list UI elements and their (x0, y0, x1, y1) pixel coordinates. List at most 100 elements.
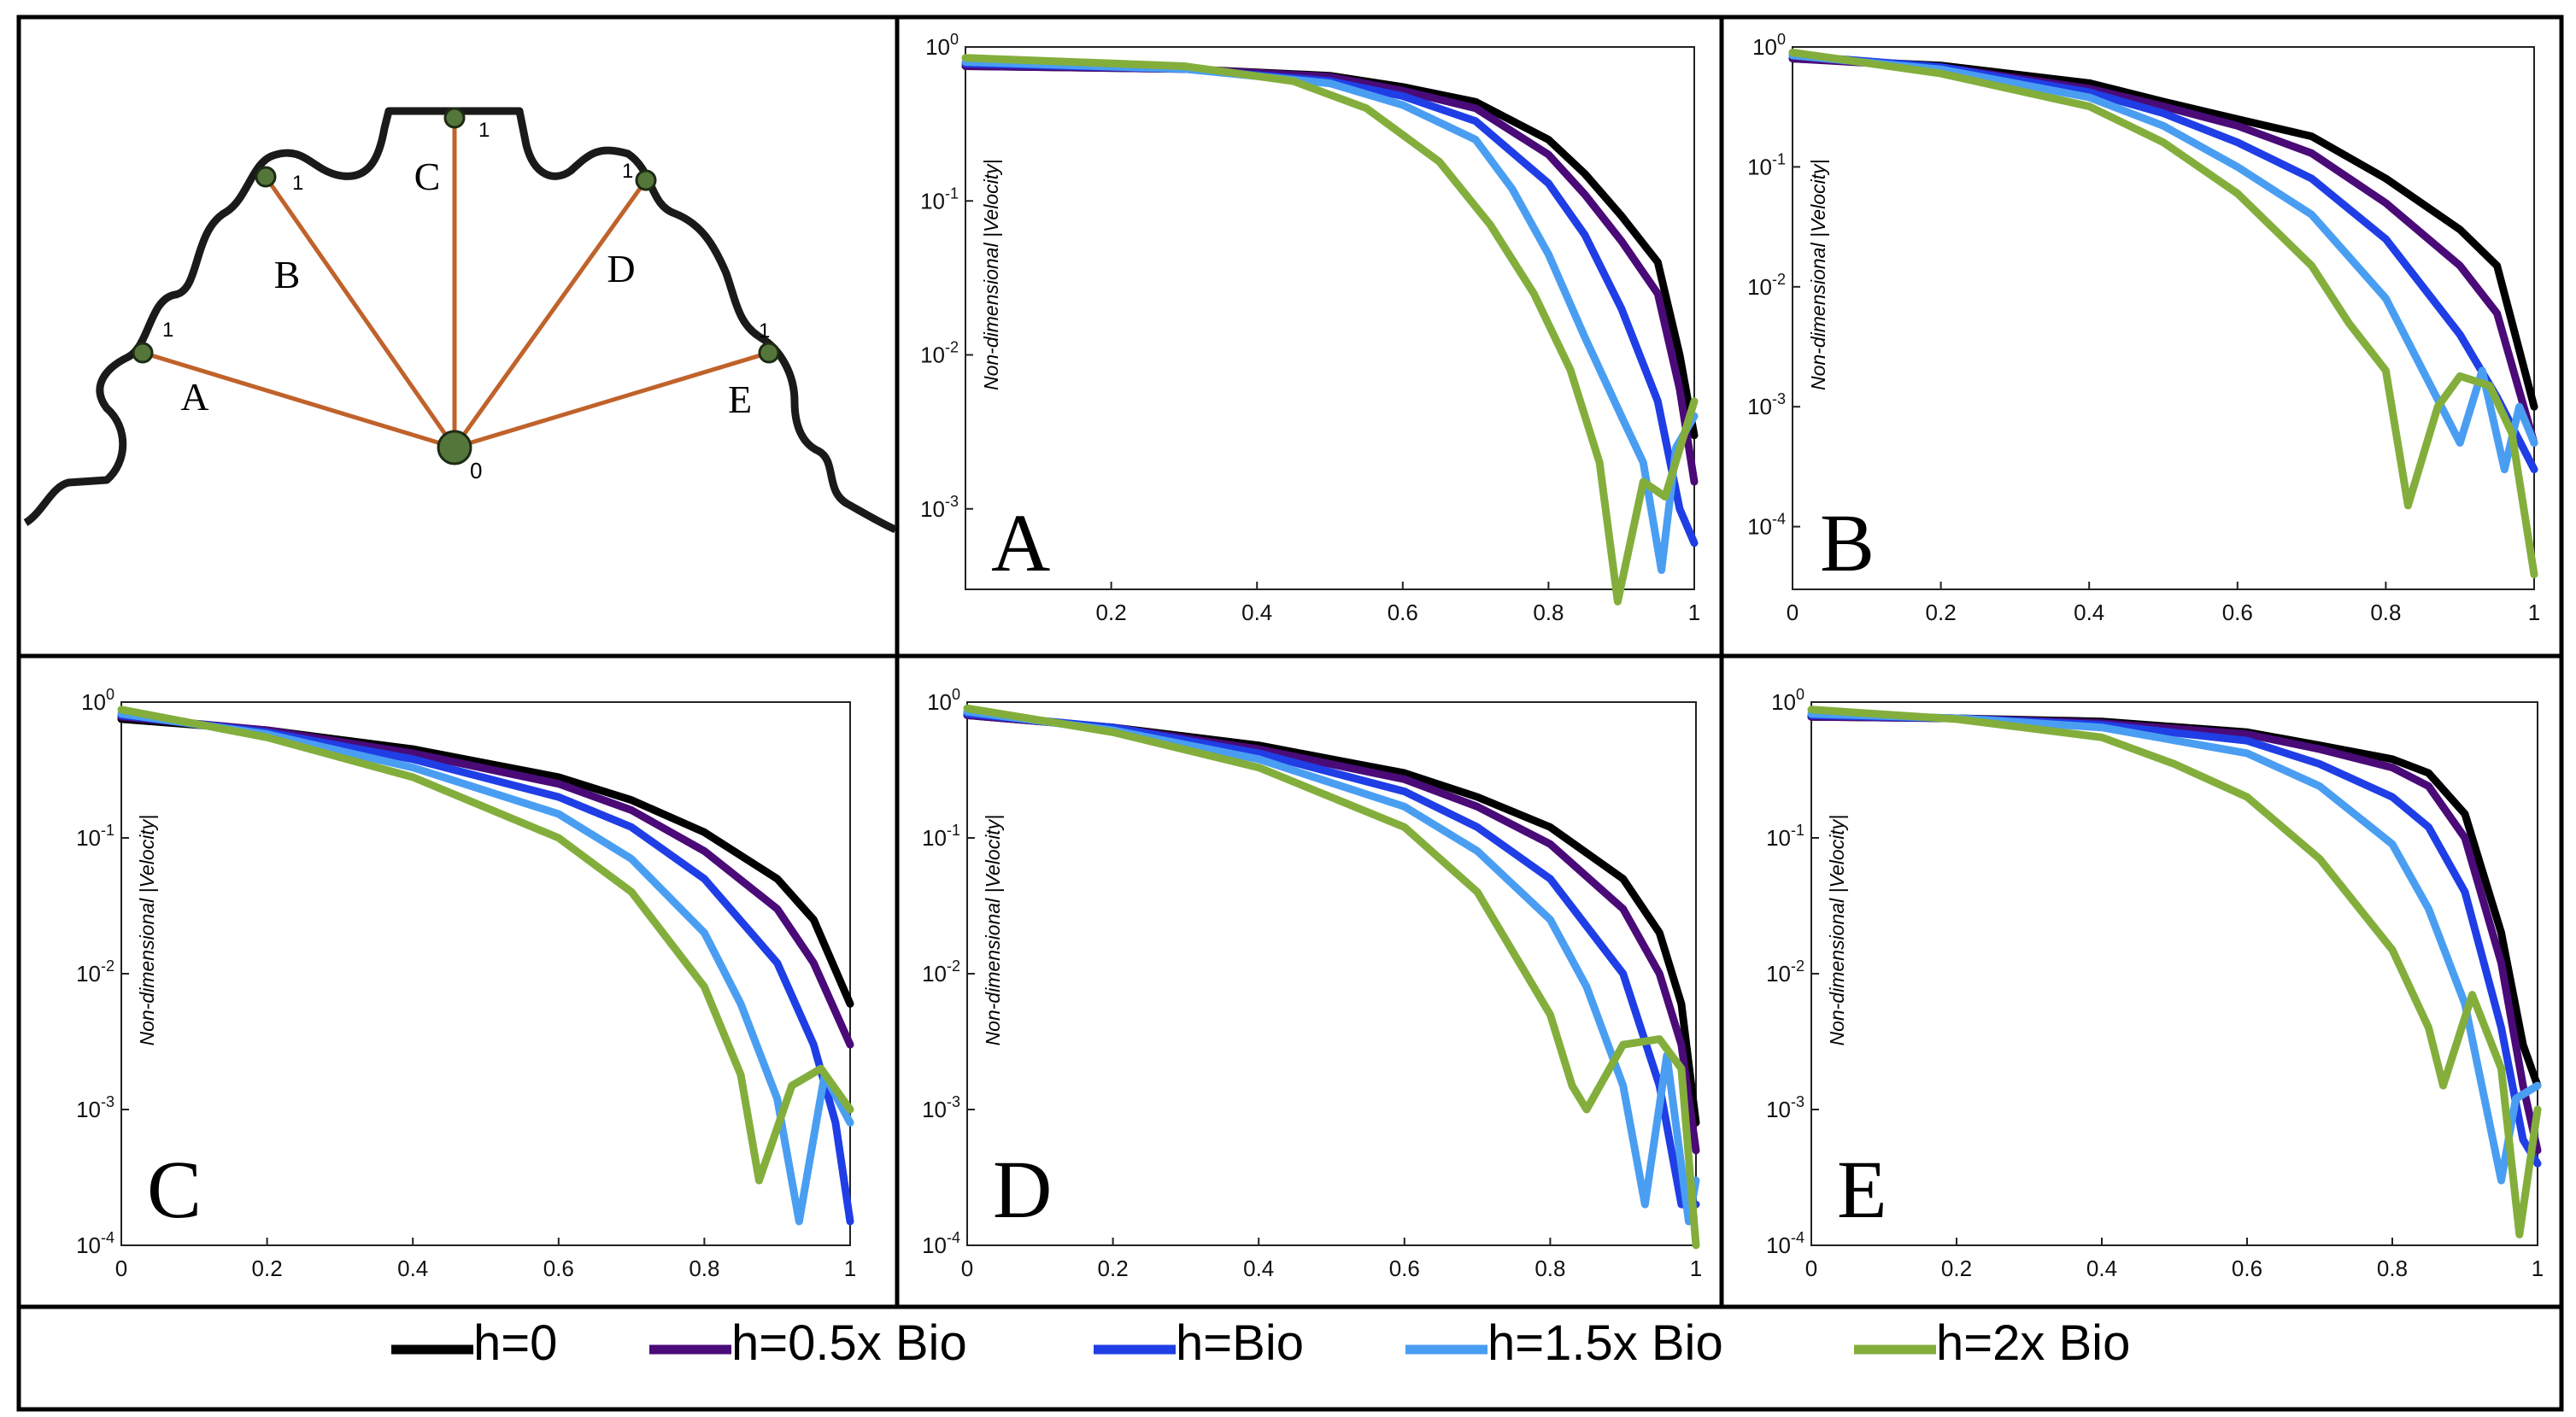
x-tick-label-b-5: 1 (2528, 600, 2540, 625)
series-line-c-4 (117, 706, 854, 1185)
x-tick-label-e-4: 0.8 (2377, 1256, 2408, 1281)
endpoint-label-b: 1 (292, 172, 303, 195)
endpoint-node-d (635, 169, 657, 191)
x-tick-label-c-2: 0.4 (397, 1256, 428, 1281)
x-tick-label-e-1: 0.2 (1941, 1256, 1972, 1281)
endpoint-label-e: 1 (759, 319, 770, 343)
y-axis-label-b: Non-dimensional |Velocity| (1807, 159, 1829, 390)
segment-label-b: B (274, 253, 301, 296)
panel-label-c: C (147, 1144, 202, 1235)
segment-label-e: E (728, 378, 752, 421)
legend-label-4: h=2x Bio (1936, 1315, 2130, 1371)
y-tick-label-c-1: 10-1 (76, 822, 114, 851)
panel-label-e: E (1837, 1144, 1887, 1235)
legend-label-1: h=0.5x Bio (731, 1315, 967, 1371)
x-tick-label-e-3: 0.6 (2232, 1256, 2262, 1281)
y-tick-label-d-1: 10-1 (922, 822, 960, 851)
x-tick-label-b-4: 0.8 (2370, 600, 2401, 625)
endpoint-node-e (758, 342, 780, 364)
y-tick-label-b-0: 100 (1752, 31, 1786, 60)
chart-panel-c: 0 0.2 0.4 0.6 0.8 1 100 10-1 10-2 10-3 10-4 Non-dim… (76, 686, 856, 1281)
y-tick-label-e-3: 10-3 (1766, 1093, 1804, 1122)
series-line-d-4 (963, 704, 1700, 1250)
origin-label: 0 (470, 458, 482, 483)
x-tick-label-e-0: 0 (1805, 1256, 1817, 1281)
x-tick-label-a-2: 0.6 (1388, 600, 1418, 625)
endpoint-node-c (443, 107, 466, 129)
series-line-d-3 (963, 707, 1700, 1226)
y-tick-label-a-0: 100 (925, 31, 959, 60)
chart-panel-a: 0.2 0.4 0.6 0.8 1 100 10-1 10-2 10-3 Non-dimensio… (920, 31, 1700, 625)
origin-node (437, 430, 472, 466)
x-tick-label-e-2: 0.4 (2086, 1256, 2117, 1281)
y-tick-label-b-2: 10-2 (1747, 271, 1786, 300)
y-tick-label-e-0: 100 (1771, 686, 1804, 715)
x-tick-label-a-0: 0.2 (1096, 600, 1127, 625)
x-tick-label-d-5: 1 (1690, 1256, 1702, 1281)
y-tick-label-c-3: 10-3 (76, 1093, 114, 1122)
x-tick-label-a-1: 0.4 (1241, 600, 1272, 625)
endpoint-node-a (132, 342, 154, 364)
legend-label-0: h=0 (473, 1315, 557, 1371)
y-tick-label-c-0: 100 (81, 686, 114, 715)
segment-label-d: D (607, 247, 635, 290)
y-axis-label-e: Non-dimensional |Velocity| (1826, 815, 1848, 1046)
panel-label-b: B (1820, 497, 1875, 588)
legend-label-3: h=1.5x Bio (1488, 1315, 1723, 1371)
y-axis-label-a: Non-dimensional |Velocity| (980, 159, 1002, 390)
endpoint-label-c: 1 (478, 119, 490, 142)
x-tick-label-b-0: 0 (1787, 600, 1799, 625)
x-tick-label-d-4: 0.8 (1534, 1256, 1565, 1281)
series-line-a-4 (961, 54, 1699, 606)
chart-panel-d: 0 0.2 0.4 0.6 0.8 1 100 10-1 10-2 10-3 10-4 Non-dim… (922, 686, 1702, 1281)
x-tick-label-c-4: 0.8 (689, 1256, 719, 1281)
y-axis-label-c: Non-dimensional |Velocity| (136, 815, 158, 1046)
y-tick-label-a-2: 10-2 (920, 339, 959, 368)
endpoint-label-a: 1 (162, 319, 173, 342)
x-tick-label-b-3: 0.6 (2222, 600, 2253, 625)
y-tick-label-e-2: 10-2 (1766, 957, 1804, 987)
outer-frame (16, 15, 2564, 1412)
chart-panel-e: 0 0.2 0.4 0.6 0.8 1 100 10-1 10-2 10-3 10-4 Non-dim… (1766, 686, 2544, 1281)
x-tick-label-d-1: 0.2 (1098, 1256, 1129, 1281)
endpoint-node-b (255, 166, 277, 188)
series-line-b-3 (1788, 51, 2538, 474)
y-tick-label-b-4: 10-4 (1747, 511, 1786, 540)
legend: h=0 h=0.5x Bio h=Bio h=1.5x Bio h=2x Bio (391, 1315, 2130, 1371)
segment-line-b (263, 175, 457, 449)
panel-frames (16, 15, 2564, 1412)
x-tick-label-a-3: 0.8 (1533, 600, 1564, 625)
panel-label-d: D (993, 1144, 1052, 1235)
y-tick-label-e-1: 10-1 (1766, 822, 1804, 851)
chart-panel-b: 0 0.2 0.4 0.6 0.8 1 100 10-1 10-2 10-3 10-4 Non-dim… (1747, 31, 2540, 625)
y-tick-label-b-1: 10-1 (1747, 150, 1786, 179)
series-line-e-4 (1807, 706, 2542, 1238)
endpoint-label-d: 1 (622, 160, 633, 183)
segment-label-c: C (414, 155, 441, 198)
series-line-e-3 (1807, 710, 2542, 1185)
x-tick-label-d-2: 0.4 (1243, 1256, 1274, 1281)
panel-label-a: A (991, 497, 1050, 588)
segment-line-d (452, 179, 648, 449)
x-tick-label-b-1: 0.2 (1926, 600, 1957, 625)
y-tick-label-d-0: 100 (927, 686, 960, 715)
y-tick-label-d-4: 10-4 (922, 1229, 960, 1258)
series-line-a-3 (961, 58, 1699, 574)
x-tick-label-e-5: 1 (2532, 1256, 2544, 1281)
x-tick-label-b-2: 0.4 (2074, 600, 2104, 625)
y-tick-label-d-2: 10-2 (922, 957, 960, 987)
plot-area-b (1792, 46, 2535, 590)
y-tick-label-e-4: 10-4 (1766, 1229, 1804, 1258)
tooth-outline (23, 107, 897, 534)
y-tick-label-a-3: 10-3 (920, 493, 959, 522)
y-tick-label-c-2: 10-2 (76, 957, 114, 987)
y-tick-label-a-1: 10-1 (920, 184, 959, 214)
y-axis-label-d: Non-dimensional |Velocity| (982, 815, 1004, 1046)
segment-label-a: A (180, 375, 208, 419)
x-tick-label-d-0: 0 (961, 1256, 973, 1281)
y-tick-label-d-3: 10-3 (922, 1093, 960, 1122)
plot-area-a (965, 46, 1695, 590)
segment-line-e (454, 350, 770, 450)
x-tick-label-c-0: 0 (115, 1256, 127, 1281)
